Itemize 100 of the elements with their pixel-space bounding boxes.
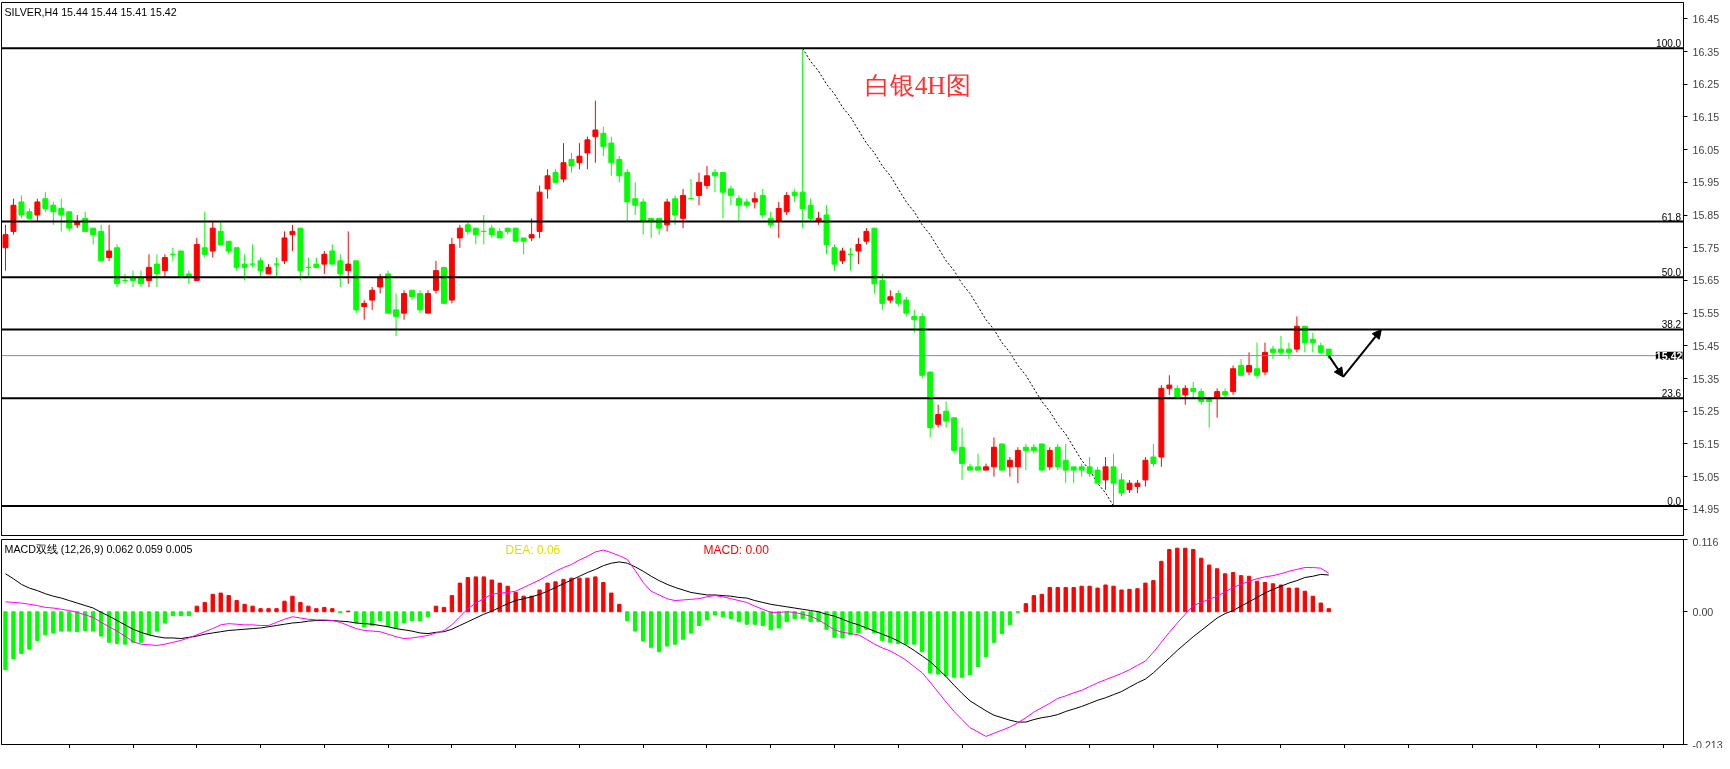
y-tick-label: 15.55 (1692, 307, 1720, 320)
bar (258, 608, 263, 613)
candlestick (321, 250, 328, 275)
candlestick (417, 289, 423, 314)
bar (641, 611, 646, 642)
candlestick (249, 243, 256, 268)
bar (649, 611, 654, 648)
bar (529, 595, 534, 613)
bar (59, 611, 64, 632)
y-tick-label: 15.95 (1692, 176, 1720, 189)
bar (330, 608, 335, 613)
candlestick (1277, 335, 1284, 357)
bar (138, 611, 144, 643)
y-tick-label: 14.95 (1692, 503, 1720, 516)
candlestick (1150, 443, 1157, 468)
annotation: 23.6 (1661, 388, 1682, 400)
candlestick (337, 253, 344, 288)
bar (274, 608, 279, 613)
candlestick (233, 247, 240, 272)
bar (1071, 586, 1076, 613)
chart-title: MACD双线 (12,26,9) 0.062 0.059 0.005 (4, 542, 193, 555)
bar (51, 611, 56, 634)
bar (1167, 548, 1172, 613)
bar (864, 611, 869, 630)
bar (553, 581, 558, 613)
y-tick-label: 15.35 (1692, 372, 1720, 385)
bar (186, 611, 192, 617)
candlestick (1054, 443, 1061, 471)
candlestick (576, 142, 583, 170)
bar (712, 611, 718, 616)
bar (322, 606, 327, 613)
bar (1294, 587, 1300, 613)
y-tick-label: 16.15 (1692, 110, 1720, 123)
candlestick (401, 289, 408, 321)
bar (218, 592, 223, 613)
bar (1302, 590, 1308, 613)
candlestick (1254, 342, 1260, 380)
candlestick (1062, 443, 1069, 484)
bar (664, 611, 670, 647)
candlestick (959, 427, 966, 481)
candlestick (903, 296, 910, 317)
bar (43, 611, 48, 636)
bar (67, 611, 72, 632)
y-tick-label: 16.35 (1692, 45, 1720, 58)
bar (449, 595, 455, 613)
bar (569, 577, 574, 613)
annotation: 50.0 (1661, 267, 1682, 279)
bar (202, 601, 207, 613)
bar (178, 611, 184, 617)
bar (1111, 585, 1116, 613)
bar (1175, 547, 1180, 613)
bar (880, 611, 885, 641)
candlestick (241, 253, 248, 281)
bar (242, 603, 247, 613)
bar (752, 611, 757, 625)
bar (1063, 586, 1068, 613)
bar (290, 595, 295, 613)
bar (513, 591, 518, 613)
bar (1055, 586, 1060, 613)
bar (975, 611, 981, 668)
candlestick (735, 194, 742, 223)
candlestick (369, 286, 376, 311)
bar (840, 611, 845, 639)
bar (1127, 588, 1132, 613)
candlestick (2, 224, 9, 272)
bar (210, 593, 215, 613)
bar (1286, 587, 1292, 613)
candlestick (377, 273, 384, 295)
bar (409, 611, 415, 621)
y-tick-label: 15.05 (1692, 470, 1720, 483)
bar (904, 611, 909, 645)
y-tick-label: -0.213 (1692, 738, 1723, 751)
bar (1199, 557, 1204, 613)
y-tick-label: 16.25 (1692, 78, 1720, 91)
bar (417, 611, 423, 621)
bar (983, 611, 989, 658)
bar (537, 589, 542, 613)
bar (577, 577, 582, 613)
candlestick (1262, 342, 1268, 376)
candlestick (257, 257, 264, 278)
bar (401, 611, 407, 624)
bar (935, 611, 941, 675)
bar (377, 611, 383, 621)
bar (896, 611, 901, 645)
candlestick (42, 191, 49, 213)
candlestick (34, 198, 41, 223)
candlestick (935, 404, 942, 429)
y-tick-label: 16.05 (1692, 143, 1720, 156)
y-tick-label: 15.15 (1692, 437, 1720, 450)
annotation: 100.0 (1656, 38, 1682, 50)
bar (888, 611, 893, 643)
bar (1023, 603, 1029, 613)
bar (162, 611, 168, 624)
candlestick (608, 136, 615, 177)
bar (1326, 608, 1331, 613)
bar (943, 611, 949, 677)
bar (1207, 564, 1212, 613)
annotation: 白银4H图 (864, 71, 971, 100)
bar (362, 611, 367, 628)
bar (1159, 560, 1164, 613)
